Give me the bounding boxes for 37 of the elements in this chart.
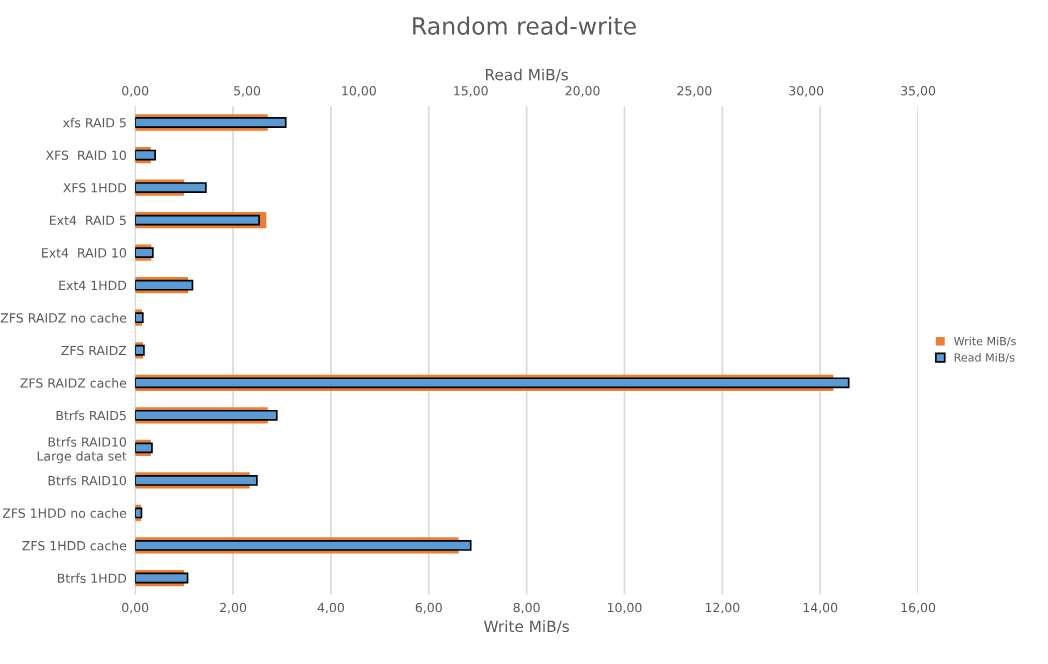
legend-label: Write MiB/s — [954, 336, 1016, 347]
y-tick-label: ZFS RAIDZ — [61, 345, 127, 356]
x-tick-label: 10,00 — [607, 602, 642, 614]
y-tick-label: Btrfs RAID5 — [56, 410, 126, 421]
y-tick-label: XFS RAID 10 — [45, 150, 127, 160]
y-tick-label: Btrfs RAID10 Large data set — [37, 437, 127, 464]
x-tick-label: 4,00 — [317, 602, 344, 614]
chart-title: Random read-write — [413, 16, 636, 35]
x2-tick-label: 30,00 — [789, 86, 824, 97]
x-tick-label: 14,00 — [803, 602, 838, 614]
x2-tick-label: 20,00 — [565, 86, 600, 97]
x-tick-label: 0,00 — [122, 602, 149, 614]
x-tick-label: 6,00 — [415, 602, 442, 614]
x2-tick-label: 10,00 — [342, 86, 376, 97]
y-tick-label: Ext4 1HDD — [59, 280, 127, 290]
x2-tick-label: 35,00 — [901, 86, 936, 97]
y-tick-label: Btrfs RAID10 — [48, 475, 127, 486]
y-tick-label: ZFS RAIDZ cache — [20, 378, 127, 388]
x-tick-label: 2,00 — [220, 602, 247, 614]
y-tick-label: ZFS 1HDD no cache — [2, 508, 127, 518]
y-tick-label: Ext4 RAID 5 — [50, 215, 126, 226]
x2-tick-label: 0,00 — [122, 86, 149, 97]
y-tick-label: XFS 1HDD — [63, 183, 127, 193]
x-tick-label: 8,00 — [513, 602, 540, 614]
x-tick-label: 12,00 — [705, 602, 740, 614]
x-tick-label: 16,00 — [901, 602, 936, 614]
y-tick-label: xfs RAID 5 — [62, 117, 126, 128]
x-axis-title: Write MiB/s — [484, 620, 569, 634]
legend-label: Read MiB/s — [954, 353, 1015, 363]
y-tick-label: Ext4 RAID 10 — [42, 248, 127, 258]
y-tick-label: ZFS RAIDZ no cache — [0, 312, 127, 323]
y-tick-label: Btrfs 1HDD — [57, 573, 127, 583]
x2-axis-title: Read MiB/s — [485, 68, 568, 82]
x2-tick-label: 5,00 — [234, 86, 261, 97]
y-tick-label: ZFS 1HDD cache — [22, 540, 127, 551]
x2-tick-label: 15,00 — [454, 86, 488, 97]
x2-tick-label: 25,00 — [677, 86, 712, 97]
